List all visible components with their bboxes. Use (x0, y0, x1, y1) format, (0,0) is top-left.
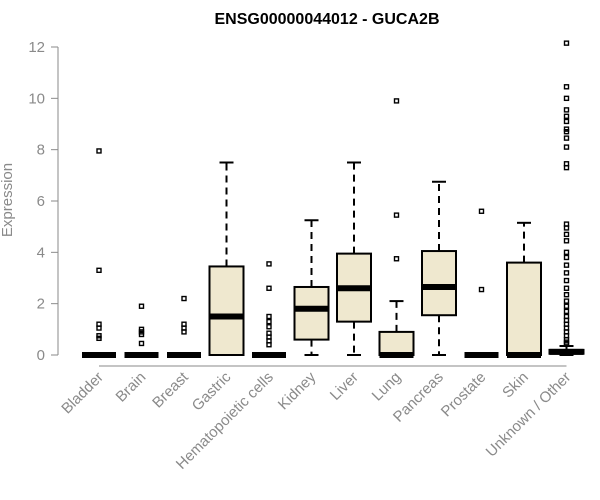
y-axis-label: Expression (0, 163, 16, 237)
outlier-point (96, 335, 102, 342)
outlier-point (563, 107, 570, 113)
outlier-point (266, 285, 272, 291)
x-tick-label: Brain (113, 369, 150, 406)
outlier-point (563, 225, 570, 231)
box-gastric (208, 161, 245, 357)
outlier-point (563, 135, 570, 141)
box-liver (336, 161, 372, 356)
outlier-point (138, 331, 145, 338)
outlier-point (393, 212, 400, 218)
outlier-point (96, 148, 102, 154)
outlier-point (138, 303, 145, 309)
outlier-point (563, 303, 570, 309)
outlier-point (266, 261, 272, 267)
outlier-point (563, 277, 570, 284)
box-hematopoietic-cells (252, 261, 286, 358)
outlier-point (563, 95, 570, 102)
chart-title: ENSG00000044012 - GUCA2B (214, 11, 439, 28)
outlier-point (266, 342, 272, 348)
box-iqr (293, 285, 330, 341)
box-kidney (293, 219, 330, 356)
axes: 0 2 4 6 8 10 12 (28, 39, 567, 367)
x-tick-label: Lung (369, 369, 405, 405)
x-tick-label: Liver (327, 369, 362, 404)
outlier-point (393, 256, 400, 262)
outlier-point (181, 295, 187, 302)
box-iqr (421, 250, 457, 317)
outlier-point (563, 84, 570, 90)
outlier-point (266, 318, 272, 325)
box-skin (506, 221, 542, 358)
outlier-point (563, 238, 570, 244)
box-breast (167, 295, 201, 358)
outlier-point (393, 98, 400, 104)
outlier-point (96, 325, 102, 331)
y-tick-label: 4 (37, 244, 45, 261)
outlier-point (563, 144, 570, 150)
boxes (82, 40, 585, 358)
outlier-point (563, 231, 570, 238)
outlier-point (563, 341, 570, 347)
y-tick-label: 10 (28, 90, 45, 107)
outlier-point (563, 285, 570, 291)
x-tick-label: Kidney (275, 368, 320, 413)
y-tick-label: 6 (37, 193, 45, 210)
box-brain (124, 303, 159, 358)
x-tick-label: Breast (149, 368, 192, 411)
outlier-point (563, 249, 570, 256)
outlier-point (563, 308, 570, 315)
outlier-point (266, 313, 272, 320)
outlier-point (563, 298, 570, 304)
outlier-point (563, 291, 570, 298)
outlier-point (563, 254, 570, 261)
outlier-point (563, 118, 570, 125)
outlier-point (181, 329, 187, 335)
box-unknown-other (548, 40, 585, 356)
outlier-point (138, 340, 145, 347)
outlier-point (563, 262, 570, 268)
box-lung (378, 98, 415, 358)
x-tick-label: Skin (499, 369, 532, 402)
x-tick-label: Bladder (58, 369, 107, 418)
box-prostate (464, 208, 499, 358)
outlier-point (563, 128, 570, 135)
outlier-point (96, 267, 102, 273)
outlier-point (266, 324, 272, 330)
outlier-point (563, 40, 570, 46)
outlier-point (478, 208, 485, 214)
box-pancreas (421, 180, 457, 356)
x-tick-label: Prostate (438, 369, 490, 421)
y-tick-label: 2 (37, 296, 45, 313)
y-tick-label: 8 (37, 142, 45, 159)
outlier-point (563, 270, 570, 276)
box-iqr (208, 265, 245, 357)
y-tick-label: 12 (28, 39, 45, 56)
y-tick-label: 0 (37, 347, 45, 364)
box-bladder (82, 148, 116, 358)
box-iqr (378, 330, 415, 356)
box-iqr (506, 261, 542, 357)
outlier-point (563, 164, 570, 171)
outlier-point (478, 286, 485, 293)
outlier-point (563, 113, 570, 120)
